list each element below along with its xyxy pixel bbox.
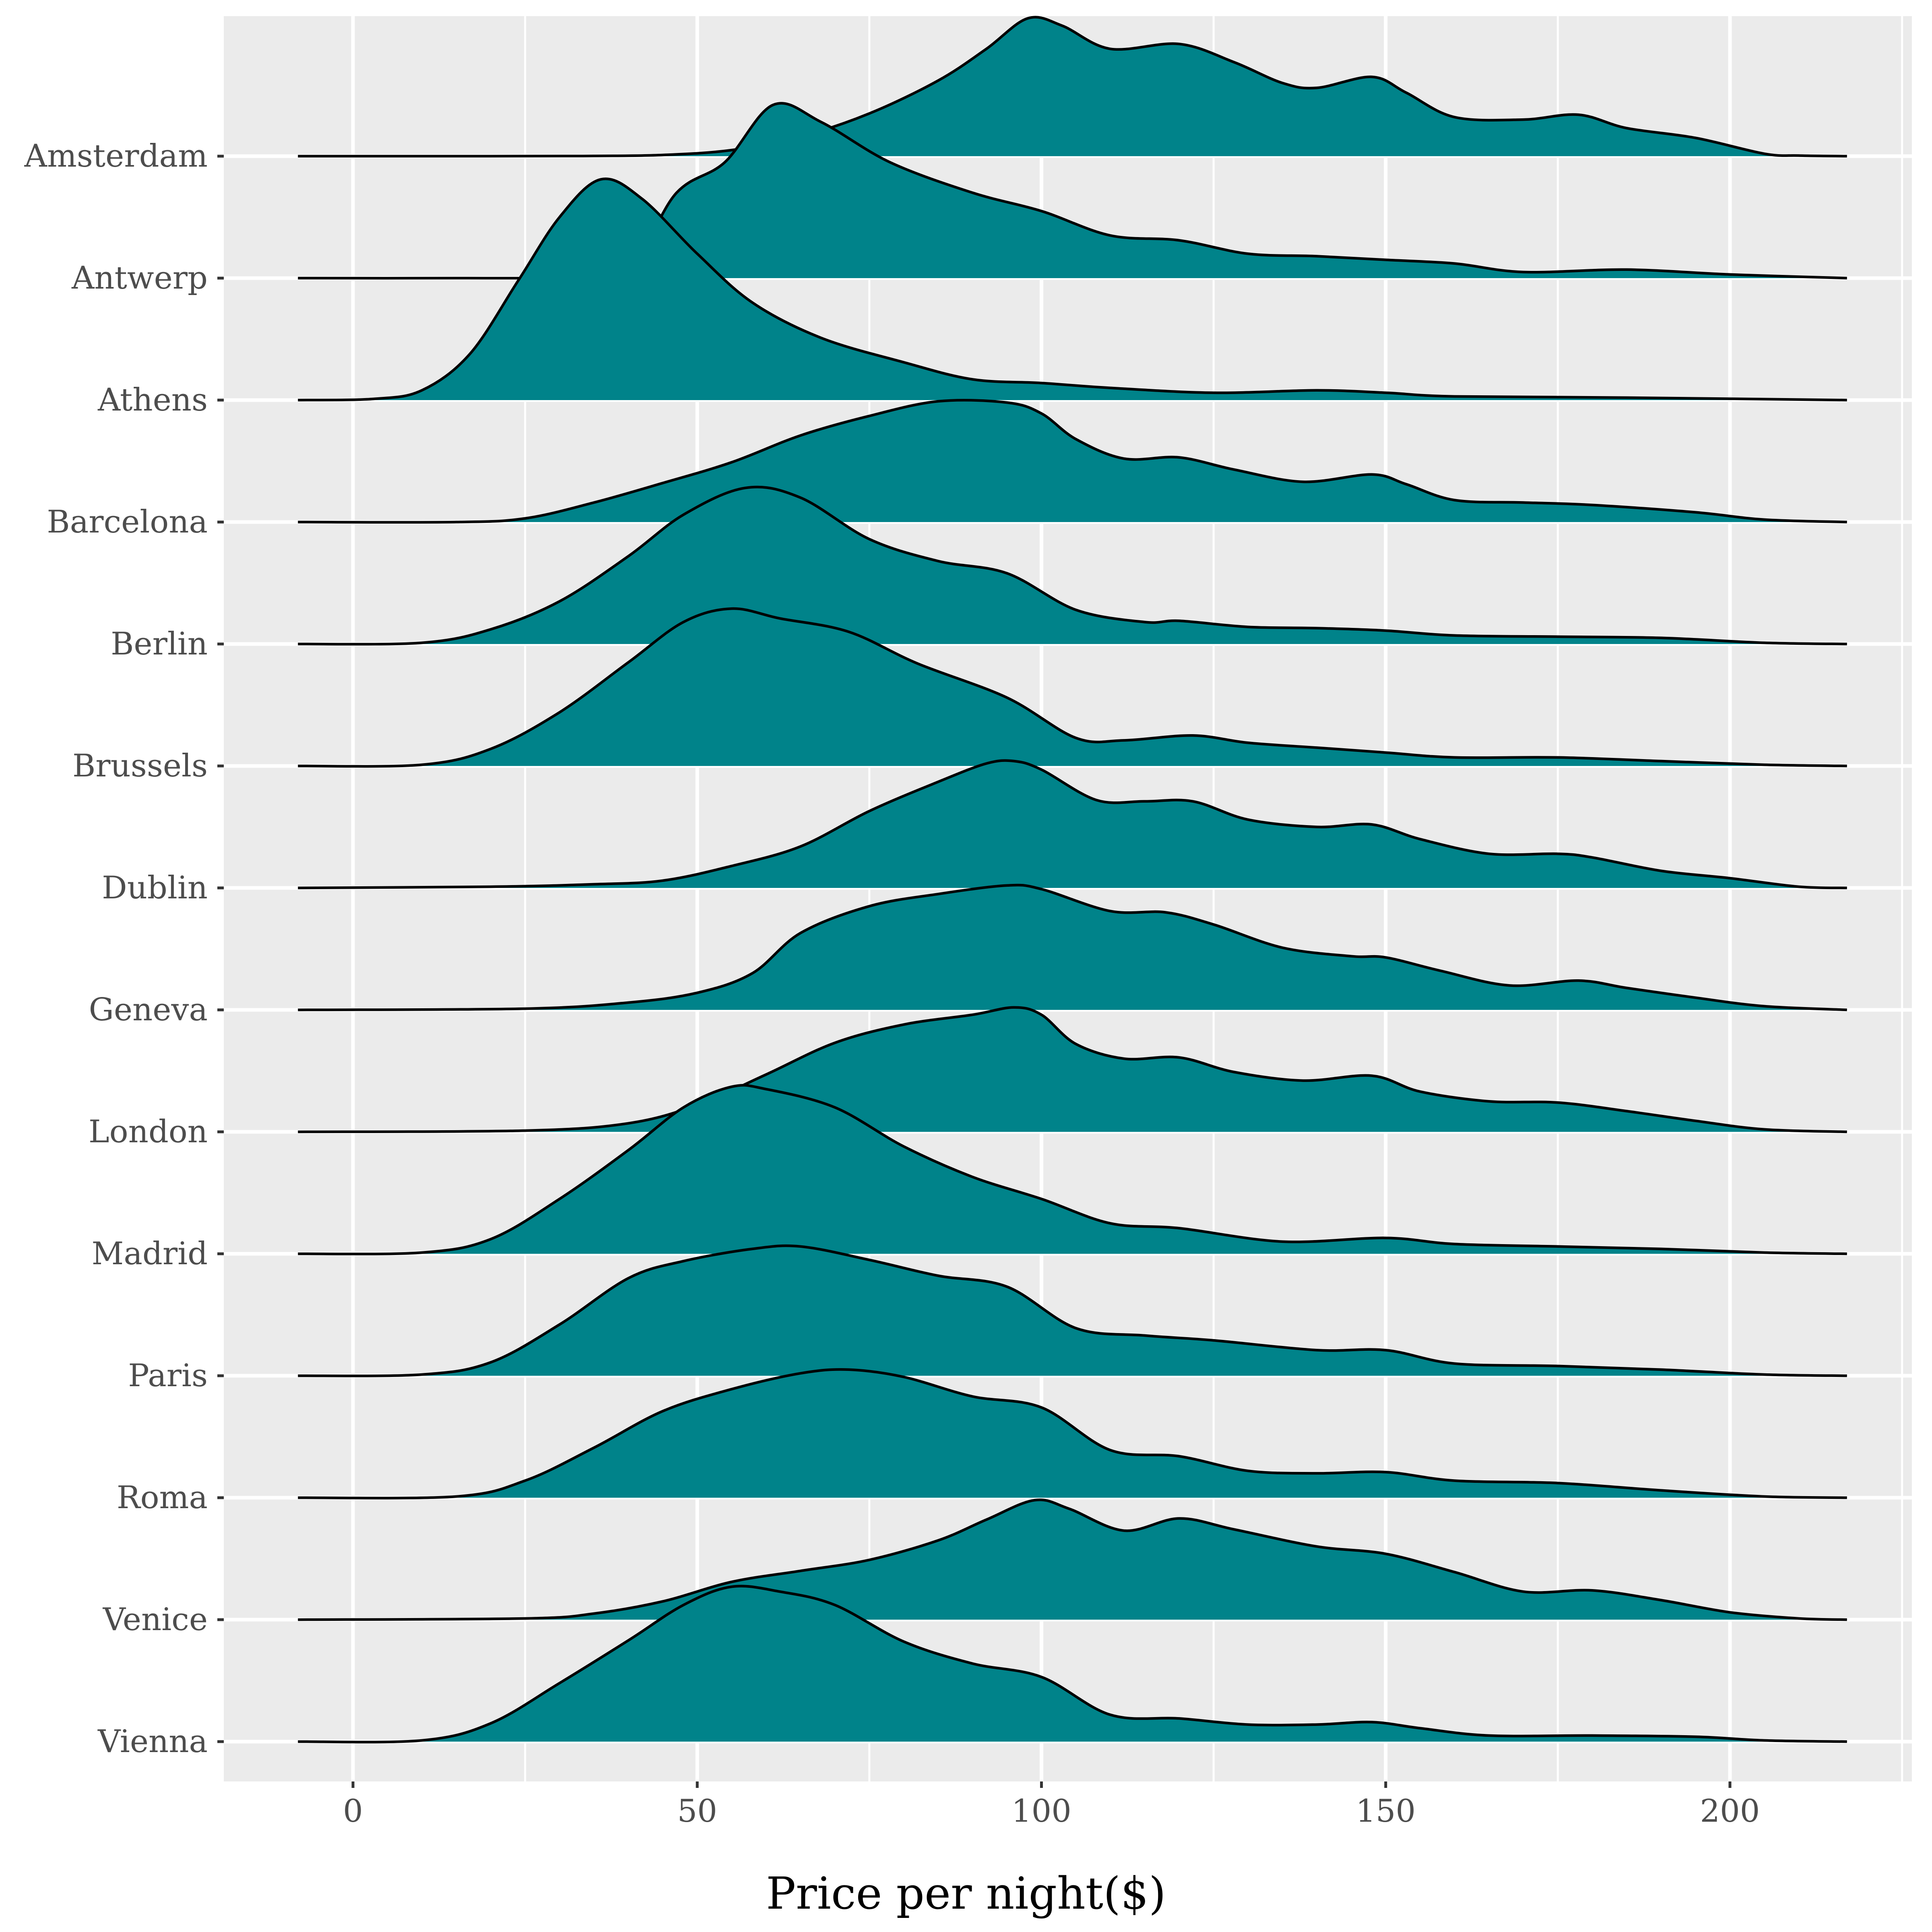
ridge-outline	[298, 1498, 1847, 1621]
ridge-outline	[298, 1084, 1847, 1255]
x-tick-label: 0	[343, 1793, 363, 1829]
y-tick-label: Vienna	[97, 1724, 208, 1760]
ridge-fill	[298, 885, 1847, 1010]
ridge-fill	[298, 1586, 1847, 1742]
ridge-brussels	[298, 607, 1847, 768]
density-ridges	[298, 16, 1847, 1744]
ridge-fill	[298, 1369, 1847, 1498]
ridge-vienna	[298, 1585, 1847, 1744]
y-axis: Amsterdam Antwerp Athens Barcelona Berlin Bru…	[24, 138, 224, 1760]
y-tick-label: Brussels	[72, 748, 208, 784]
y-tick-label: Dublin	[102, 870, 208, 906]
ridge-fill	[298, 1500, 1847, 1620]
ridge-outline	[298, 16, 1847, 158]
x-tick-label: 200	[1700, 1793, 1760, 1829]
ridge-madrid	[298, 1084, 1847, 1255]
ridge-dublin	[298, 759, 1847, 890]
y-tick-label: Antwerp	[71, 260, 208, 296]
y-tick-label: Amsterdam	[24, 138, 208, 174]
ridge-outline	[298, 1585, 1847, 1744]
ridge-fill	[298, 760, 1847, 888]
x-axis: 0 50 100 150 200	[343, 1781, 1760, 1829]
ridge-outline	[298, 485, 1847, 646]
ridge-outline	[298, 1368, 1847, 1500]
x-axis-title: Price per night($)	[766, 1868, 1166, 1919]
y-tick-label: Venice	[103, 1602, 208, 1638]
x-tick-label: 50	[677, 1793, 717, 1829]
ridge-paris	[298, 1244, 1847, 1377]
x-tick-label: 150	[1356, 1793, 1416, 1829]
ridge-fill	[298, 1245, 1847, 1376]
ridge-outline	[298, 178, 1847, 402]
ridge-fill	[298, 179, 1847, 400]
ridge-barcelona	[298, 398, 1847, 524]
ridge-fill	[298, 400, 1847, 522]
y-tick-label: Athens	[97, 382, 208, 418]
ridge-geneva	[298, 883, 1847, 1011]
y-tick-label: Barcelona	[47, 504, 208, 540]
y-tick-label: Geneva	[89, 992, 208, 1028]
y-tick-label: Roma	[117, 1480, 208, 1516]
x-tick-label: 100	[1011, 1793, 1071, 1829]
ridge-outline	[298, 759, 1847, 890]
ridge-roma	[298, 1368, 1847, 1500]
y-tick-label: Paris	[128, 1358, 208, 1394]
ridge-outline	[298, 883, 1847, 1011]
ridge-athens	[298, 178, 1847, 402]
ridge-fill	[298, 103, 1847, 279]
y-tick-label: Berlin	[111, 626, 208, 662]
ridge-fill	[298, 17, 1847, 157]
ridge-amsterdam	[298, 16, 1847, 158]
ridge-fill	[298, 609, 1847, 766]
ridge-outline	[298, 398, 1847, 524]
ridge-venice	[298, 1498, 1847, 1621]
y-tick-label: London	[89, 1114, 208, 1150]
ridge-outline	[298, 607, 1847, 768]
ridge-berlin	[298, 485, 1847, 646]
ridge-fill	[298, 487, 1847, 644]
ridge-fill	[298, 1085, 1847, 1254]
ridge-fill	[298, 1007, 1847, 1132]
ridge-outline	[298, 1244, 1847, 1377]
y-tick-label: Madrid	[92, 1236, 208, 1272]
